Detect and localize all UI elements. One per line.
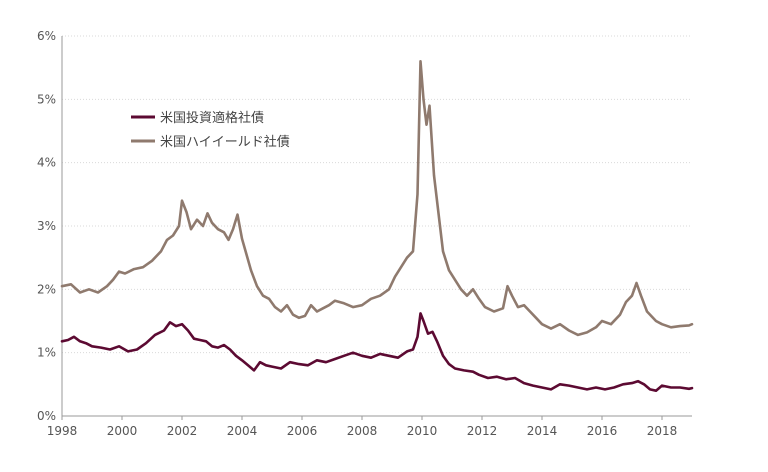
x-tick-label: 2016 (587, 424, 618, 438)
x-tick-label: 1998 (47, 424, 78, 438)
x-tick-label: 2004 (227, 424, 258, 438)
y-tick-label: 4% (37, 156, 56, 170)
y-tick-label: 3% (37, 219, 56, 233)
y-tick-labels: 0% 1% 2% 3% 4% 5% 6% (37, 29, 56, 423)
series-line-investment-grade (60, 312, 694, 393)
x-tick-label: 2012 (467, 424, 498, 438)
legend-item-investment-grade: 米国投資適格社債 (131, 110, 264, 126)
y-tick-label: 0% (37, 409, 56, 423)
x-tick-labels: 1998 2000 2002 2004 2006 2008 2010 2012 2014 2016… (47, 416, 678, 438)
grid-lines (62, 35, 692, 354)
x-tick-label: 2014 (527, 424, 558, 438)
y-tick-label: 2% (37, 282, 56, 296)
y-tick-label: 6% (37, 29, 56, 43)
legend-item-high-yield: 米国ハイイールド社債 (131, 134, 290, 150)
series-line-high-yield (60, 59, 694, 337)
legend-label-investment-grade: 米国投資適格社債 (160, 110, 264, 126)
y-tick-label: 5% (37, 92, 56, 106)
series-lines (60, 59, 694, 393)
x-tick-label: 2010 (407, 424, 438, 438)
x-tick-label: 2006 (287, 424, 318, 438)
x-tick-label: 2002 (167, 424, 198, 438)
y-tick-label: 1% (37, 346, 56, 360)
legend: 米国投資適格社債 米国ハイイールド社債 (131, 110, 290, 150)
x-tick-label: 2008 (347, 424, 378, 438)
x-tick-label: 2000 (107, 424, 138, 438)
legend-label-high-yield: 米国ハイイールド社債 (160, 134, 290, 150)
x-tick-label: 2018 (647, 424, 678, 438)
